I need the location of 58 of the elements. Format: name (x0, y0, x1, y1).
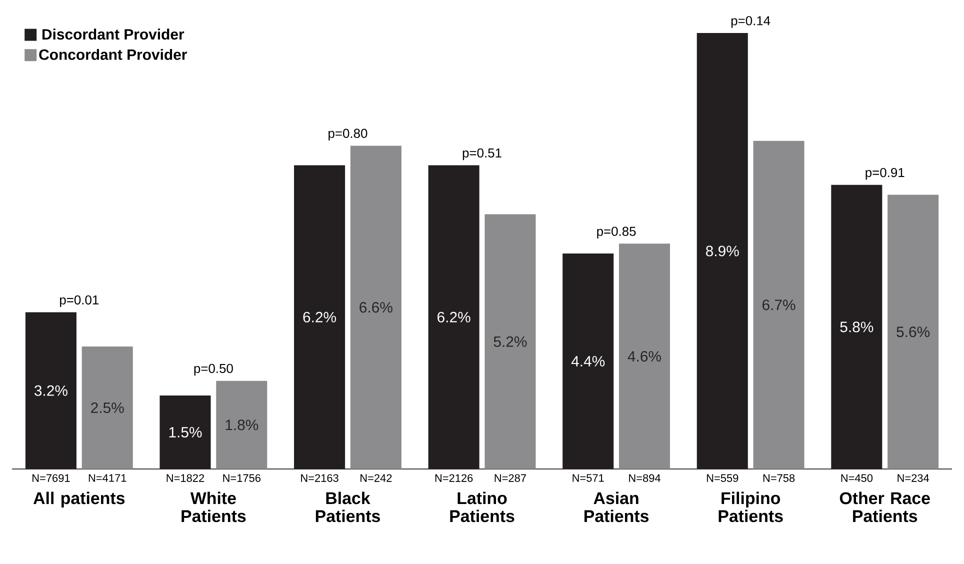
bar (753, 140, 804, 469)
annotation: p=0.51 (462, 148, 502, 160)
bar (831, 184, 882, 469)
data-label: 1.5% (169, 427, 202, 438)
annotation: N=242 (360, 474, 392, 482)
bar (160, 396, 211, 469)
data-label: 4.6% (628, 351, 661, 362)
annotation: N=4171 (88, 474, 126, 482)
data-label: 5.6% (896, 326, 930, 338)
x-tick-label: Filipino Patients (718, 492, 783, 522)
annotation: p=0.80 (328, 128, 368, 141)
bar (216, 380, 268, 469)
x-tick-label: Other Race Patients (840, 492, 930, 522)
x-tick-label: White Patients (182, 492, 246, 522)
data-label: 1.8% (226, 420, 258, 430)
data-label: 8.9% (706, 246, 739, 256)
annotation: p=0.50 (194, 364, 233, 376)
bar (618, 244, 670, 469)
annotation: N=1756 (223, 474, 260, 482)
annotation: N=287 (494, 474, 526, 482)
annotation: N=758 (763, 474, 795, 482)
data-label: 5.8% (840, 322, 874, 332)
bar (25, 312, 76, 469)
bar (428, 165, 480, 469)
annotation: N=2163 (301, 474, 338, 482)
x-tick-label: Asian Patients (584, 492, 649, 522)
annotation: N=571 (572, 474, 604, 482)
annotation: N=894 (629, 474, 660, 482)
annotation: N=234 (898, 474, 930, 482)
bar (350, 146, 402, 469)
x-tick-label: Latino Patients (450, 492, 514, 522)
annotation: N=450 (841, 474, 873, 482)
x-tick-label: All patients (33, 492, 125, 508)
annotation: N=1822 (166, 474, 204, 482)
bar (484, 214, 536, 469)
data-label: 5.2% (494, 336, 527, 347)
bar (294, 165, 346, 469)
x-tick-label: Black Patients (316, 492, 380, 522)
bar (82, 346, 133, 469)
bar (696, 33, 748, 469)
annotation: p=0.01 (60, 295, 99, 308)
data-label: 2.5% (91, 402, 124, 414)
data-label: 6.2% (303, 312, 336, 322)
bar (888, 194, 939, 469)
annotation: p=0.91 (866, 168, 904, 180)
annotation: N=7691 (32, 474, 70, 482)
annotation: N=2126 (435, 474, 473, 482)
legend-label: Concordant Provider (39, 48, 187, 60)
bar (562, 253, 614, 469)
data-label: 6.7% (762, 300, 796, 310)
annotation: p=0.85 (597, 226, 636, 238)
annotation: p=0.14 (731, 16, 770, 28)
annotation: N=559 (706, 474, 738, 482)
legend-label: Discordant Provider (42, 28, 184, 40)
data-label: 3.2% (34, 385, 68, 396)
data-label: 6.6% (360, 302, 392, 313)
data-label: 4.4% (571, 356, 605, 366)
data-label: 6.2% (438, 312, 470, 322)
